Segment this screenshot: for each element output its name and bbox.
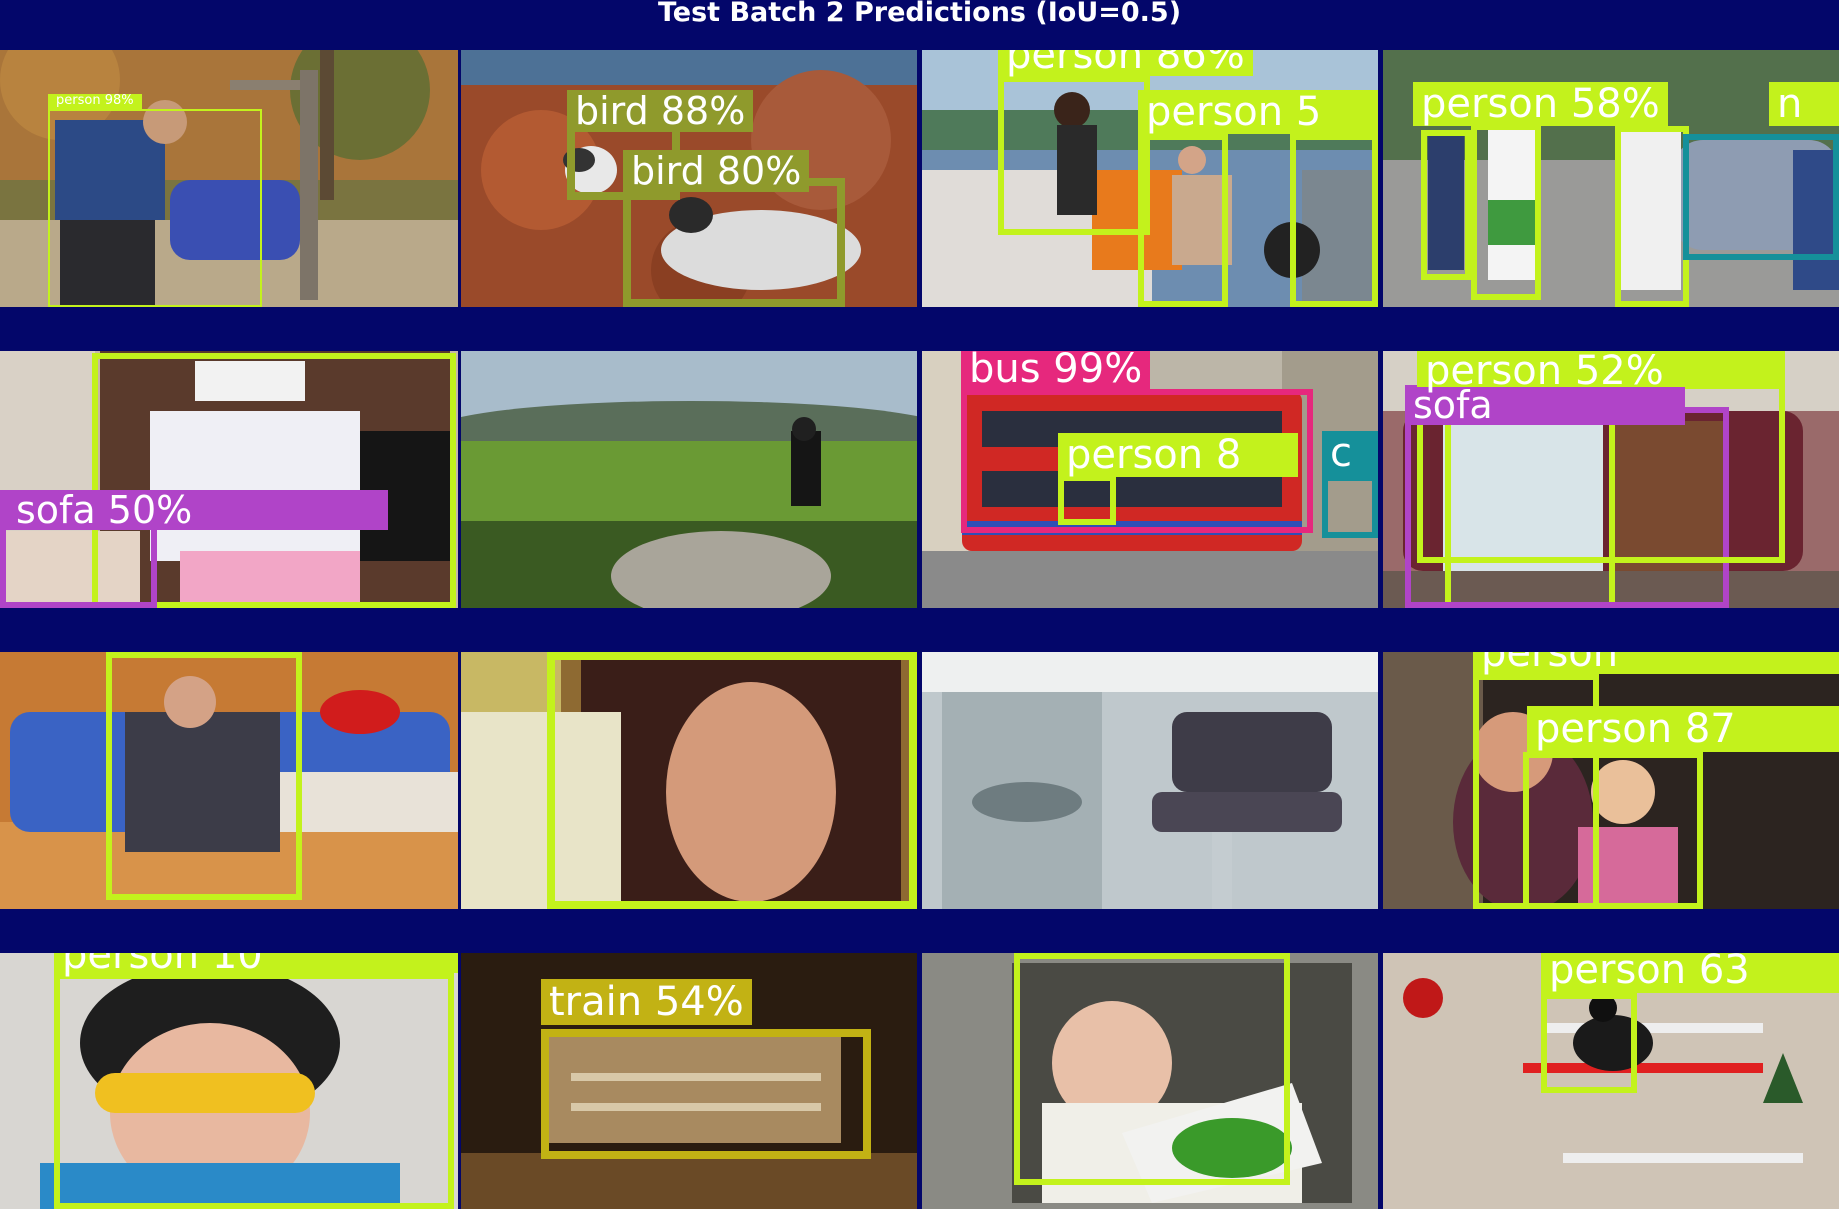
bus-box bbox=[961, 389, 1313, 533]
person-box bbox=[1615, 126, 1689, 307]
scene-image bbox=[461, 351, 917, 608]
detection-label: person 98% bbox=[48, 94, 142, 109]
prediction-tile: person person 87 bbox=[1383, 652, 1839, 909]
detection-label: person 52% bbox=[1417, 351, 1785, 394]
prediction-tile: bus 99% person 8 c bbox=[922, 351, 1378, 608]
detection-label: bird 88% bbox=[567, 90, 754, 132]
detection-label: person 10 bbox=[54, 953, 458, 975]
prediction-tile: train 54% bbox=[461, 953, 917, 1209]
scene-image bbox=[922, 652, 1378, 909]
bird-box bbox=[623, 178, 845, 307]
person-box bbox=[48, 109, 262, 307]
detection-label: c bbox=[1322, 431, 1378, 475]
prediction-tile bbox=[922, 953, 1378, 1209]
prediction-tile: bird 88% bird 80% bbox=[461, 50, 917, 307]
detection-label: n bbox=[1769, 82, 1839, 126]
prediction-tile bbox=[922, 652, 1378, 909]
person-box bbox=[1290, 134, 1378, 307]
detection-label: sofa bbox=[1405, 385, 1685, 425]
prediction-tile: sofa person 52% bbox=[1383, 351, 1839, 608]
prediction-tile: sofa 50% bbox=[0, 351, 458, 608]
prediction-tile: person 63 bbox=[1383, 953, 1839, 1209]
person-box bbox=[1421, 130, 1471, 280]
person-box bbox=[54, 973, 454, 1209]
prediction-tile: person 58% n bbox=[1383, 50, 1839, 307]
scene-image bbox=[461, 652, 917, 909]
scene-image bbox=[1383, 953, 1839, 1209]
person-box bbox=[1058, 475, 1116, 525]
prediction-tile bbox=[461, 652, 917, 909]
scene-image bbox=[1383, 50, 1839, 307]
detection-label: person 58% bbox=[1413, 82, 1668, 126]
person-box bbox=[998, 76, 1150, 235]
person-box bbox=[106, 652, 302, 900]
detection-label: bus 99% bbox=[961, 351, 1151, 392]
scene-image bbox=[0, 652, 458, 909]
person-box bbox=[547, 652, 917, 909]
detection-label: person 8 bbox=[1058, 433, 1298, 477]
prediction-tile bbox=[0, 652, 458, 909]
detection-label: person 87 bbox=[1527, 706, 1839, 752]
prediction-tile: person 86% person 5 bbox=[922, 50, 1378, 307]
detection-label: sofa 50% bbox=[0, 490, 388, 530]
person-box bbox=[1471, 124, 1541, 300]
scene-image bbox=[0, 351, 458, 608]
car-box bbox=[1322, 475, 1378, 538]
figure-title: Test Batch 2 Predictions (IoU=0.5) bbox=[657, 0, 1182, 28]
person-box bbox=[1523, 752, 1703, 909]
detection-label: bird 80% bbox=[623, 150, 810, 192]
prediction-tile: person 98% bbox=[0, 50, 458, 307]
person-box bbox=[1541, 993, 1637, 1093]
detection-label: person 86% bbox=[998, 50, 1253, 76]
prediction-tile: person 10 bbox=[0, 953, 458, 1209]
sofa-box bbox=[0, 524, 157, 608]
person-box bbox=[1014, 953, 1290, 1185]
detection-label: person 63 bbox=[1541, 953, 1839, 993]
detection-label: person bbox=[1473, 652, 1839, 674]
train-box bbox=[541, 1029, 871, 1159]
scene-image bbox=[922, 953, 1378, 1209]
scene-image bbox=[0, 50, 458, 307]
car-box bbox=[1683, 134, 1839, 260]
detection-label: train 54% bbox=[541, 979, 752, 1025]
detection-label: person 5 bbox=[1138, 90, 1378, 134]
person-box bbox=[92, 353, 456, 608]
scene-image bbox=[0, 953, 458, 1209]
person-box bbox=[1138, 134, 1228, 307]
prediction-tile bbox=[461, 351, 917, 608]
